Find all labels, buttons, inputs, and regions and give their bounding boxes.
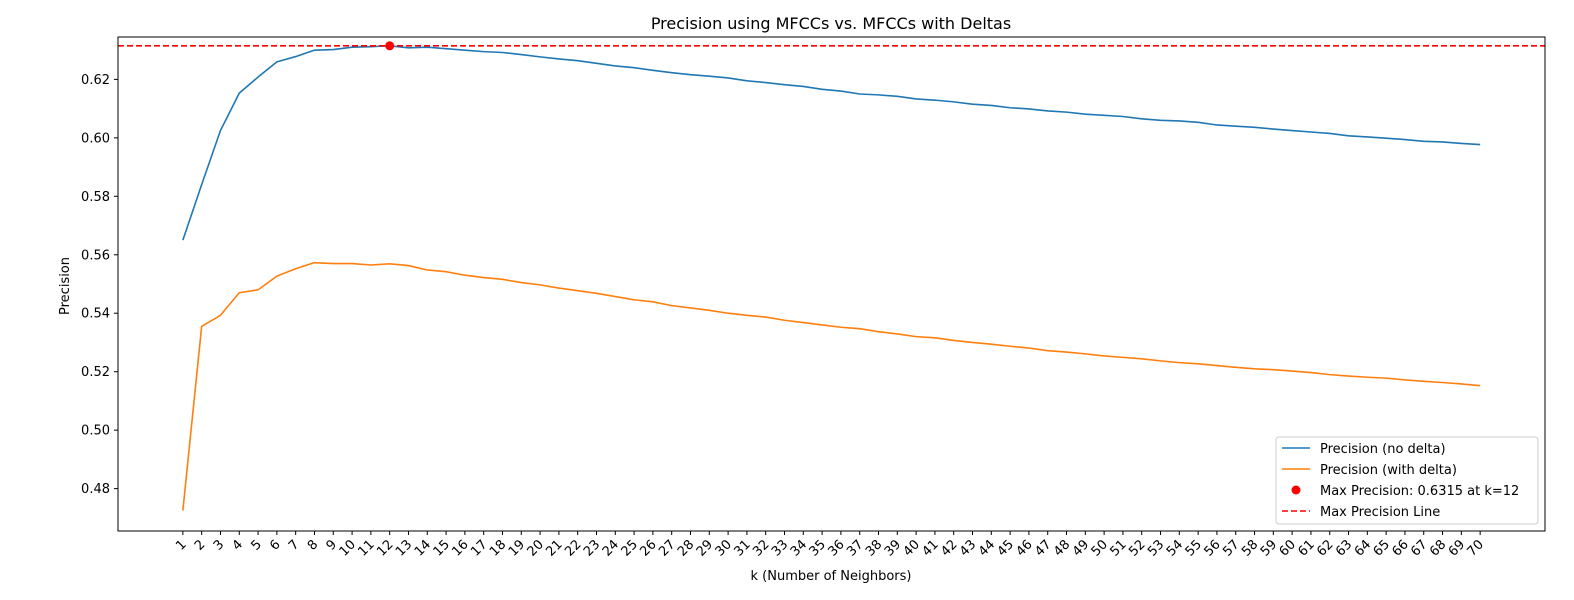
y-tick-label: 0.60 <box>81 131 110 146</box>
legend-swatch-max-point <box>1291 485 1301 495</box>
x-tick-label: 5 <box>248 537 264 553</box>
y-tick-label: 0.56 <box>81 248 110 263</box>
y-tick-label: 0.54 <box>81 307 110 322</box>
x-axis-label: k (Number of Neighbors) <box>751 569 912 584</box>
series-line-no-delta <box>182 44 1481 241</box>
y-tick-label: 0.48 <box>81 482 110 497</box>
legend: Precision (no delta) Precision (with del… <box>1275 436 1539 525</box>
y-axis-label: Precision <box>58 257 73 315</box>
legend-label-max-point: Max Precision: 0.6315 at k=12 <box>1320 484 1519 499</box>
x-tick-label: 7 <box>286 537 302 553</box>
legend-label-max-line: Max Precision Line <box>1320 505 1440 520</box>
max-precision-point <box>385 41 395 51</box>
legend-box <box>1275 436 1539 525</box>
chart-title: Precision using MFCCs vs. MFCCs with Del… <box>651 14 1011 33</box>
x-tick-label: 70 <box>1465 537 1487 559</box>
x-tick-label: 3 <box>211 537 227 553</box>
y-tick-label: 0.62 <box>81 73 110 88</box>
y-tick-label: 0.52 <box>81 365 110 380</box>
plot-frame <box>117 36 1546 532</box>
x-tick-label: 4 <box>230 537 246 553</box>
legend-label-with-delta: Precision (with delta) <box>1320 463 1457 478</box>
x-tick-label: 2 <box>192 537 208 553</box>
x-axis-ticks: 1 2 3 4 5 6 7 8 91011121314151617181920212223242… <box>173 531 1487 560</box>
x-tick-label: 1 <box>173 537 189 553</box>
y-axis-ticks: 0.48 0.50 0.52 0.54 0.56 0.58 0.60 0.62 <box>81 73 118 497</box>
y-tick-label: 0.50 <box>81 424 110 439</box>
x-tick-label: 6 <box>267 537 283 553</box>
series-line-with-delta <box>182 261 1481 511</box>
legend-label-no-delta: Precision (no delta) <box>1320 442 1446 457</box>
x-tick-label: 8 <box>305 537 321 553</box>
y-tick-label: 0.58 <box>81 190 110 205</box>
